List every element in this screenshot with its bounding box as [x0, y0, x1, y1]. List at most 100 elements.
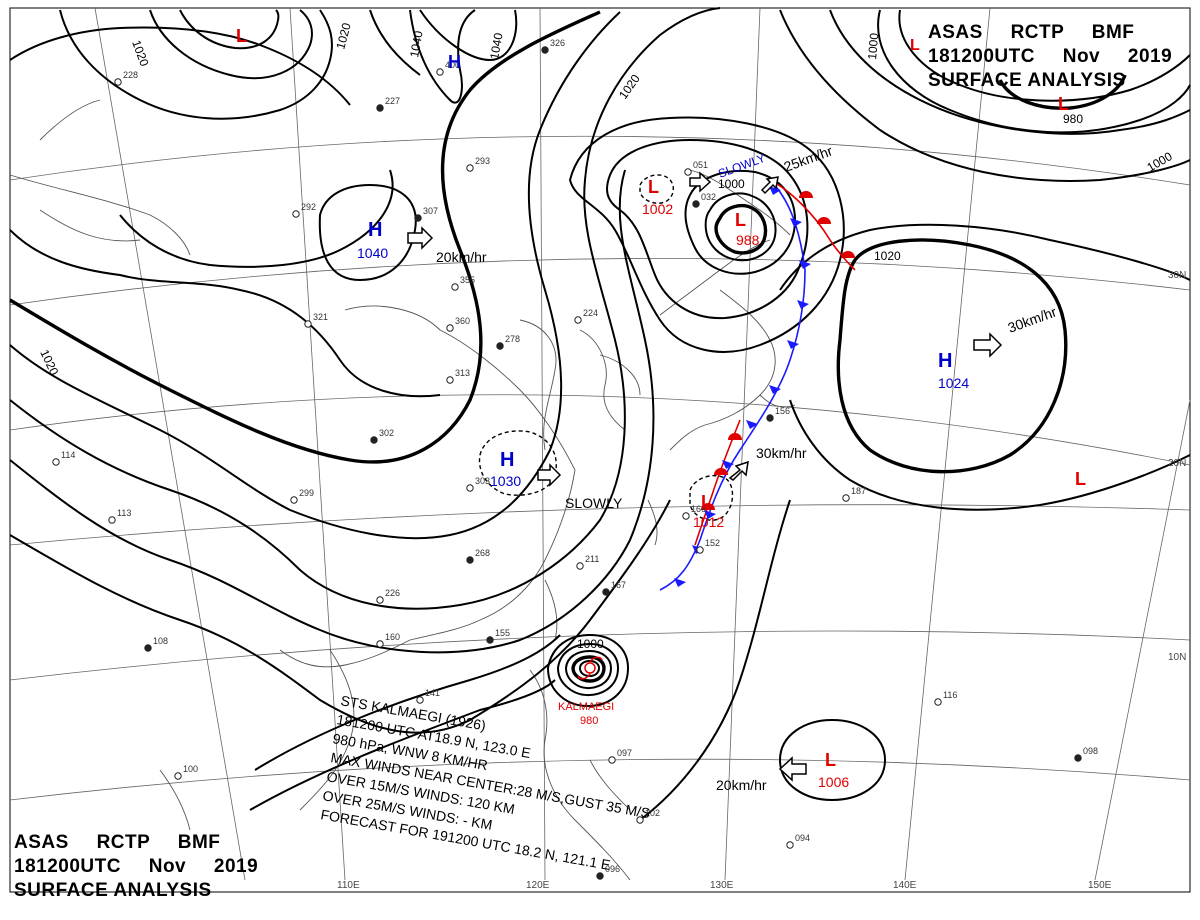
low-center-value: 1012 [693, 514, 724, 530]
station-label: 226 [385, 588, 400, 598]
station-marker-icon [486, 636, 494, 644]
station-marker-icon [52, 458, 60, 466]
station-label: 293 [475, 156, 490, 166]
station-marker-icon [174, 772, 182, 780]
header-bottom-left: ASAS RCTP BMF 181200UTC Nov 2019 SURFACE… [14, 832, 258, 901]
station-marker-icon [692, 200, 700, 208]
cold-front-line [659, 179, 806, 591]
station-label: 268 [475, 548, 490, 558]
station-label: 292 [301, 202, 316, 212]
warm-front-semicircle [817, 217, 831, 224]
station-label: 299 [299, 488, 314, 498]
map-frame [9, 7, 1191, 893]
station-marker-icon [574, 316, 582, 324]
cold-front-triangle [722, 460, 734, 469]
station-marker-icon [304, 320, 312, 328]
header-line: ASAS RCTP BMF [14, 832, 220, 853]
cold-front-triangle [799, 260, 811, 269]
header-line: 181200UTC Nov 2019 [14, 856, 258, 877]
motion-label: 30km/hr [756, 445, 807, 461]
station-label: 303 [475, 476, 490, 486]
cold-front-triangle [704, 510, 716, 519]
stationary-front-line [694, 419, 741, 546]
high-center-value: 1040 [357, 245, 388, 261]
header-line: 181200UTC Nov 2019 [928, 46, 1172, 67]
station-label: 116 [943, 690, 957, 700]
lon-label-130e: 130E [710, 880, 734, 891]
station-label: 160 [385, 632, 400, 642]
station-marker-icon [114, 78, 122, 86]
motion-arrow-icon [537, 463, 562, 487]
station-marker-icon [451, 283, 459, 291]
pressure-centers: H 1040 H 1030 H 1024 L 1002 L 988 L 1012… [236, 26, 1086, 790]
isobar-label: 1040 [487, 31, 505, 60]
typhoon-pressure: 980 [580, 715, 598, 727]
station-label: 187 [851, 486, 866, 496]
low-center-letter: L [236, 26, 247, 46]
lon-label-140e: 140E [893, 880, 917, 891]
station-label: 097 [617, 748, 632, 758]
station-marker-icon [496, 342, 504, 350]
station-marker-icon [596, 872, 604, 880]
high-center-value: 1024 [938, 375, 969, 391]
station-marker-icon [376, 596, 384, 604]
cold-front-triangle [769, 186, 781, 195]
warm-front-semicircle [701, 503, 715, 510]
coastlines [9, 99, 796, 881]
station-label: 302 [379, 428, 394, 438]
station-marker-icon [436, 68, 444, 76]
low-center-letter: L [910, 37, 920, 54]
low-center-value: 988 [736, 232, 760, 248]
low-center-value: 1006 [818, 774, 849, 790]
station-marker-icon [446, 376, 454, 384]
isobar-label: 1000 [865, 32, 881, 60]
station-label: 326 [550, 38, 565, 48]
low-center-letter: L [825, 750, 836, 770]
station-label: 400 [445, 60, 460, 70]
station-markers: 326 228 400 227 293 292 307 355 360 278 313 224 302 2… [52, 38, 1098, 880]
station-label: 102 [645, 808, 660, 818]
station-marker-icon [108, 516, 116, 524]
lat-label-20n: 20N [1168, 458, 1186, 469]
station-label: 141 [425, 688, 440, 698]
isobar-label: 1040 [407, 29, 425, 58]
isobars [9, 7, 1191, 821]
station-marker-icon [684, 168, 692, 176]
station-label: 211 [585, 554, 599, 564]
station-label: 114 [61, 450, 75, 460]
station-label: 156 [775, 406, 790, 416]
station-label: 051 [693, 160, 708, 170]
lat-label-10n: 10N [1168, 652, 1186, 663]
warm-front-bumps [701, 191, 855, 510]
station-label: 227 [385, 96, 400, 106]
cold-front-triangle [674, 578, 686, 587]
low-center-letter: L [701, 492, 712, 512]
station-marker-icon [466, 164, 474, 172]
low-center-letter: L [648, 177, 659, 197]
station-marker-icon [636, 816, 644, 824]
motion-arrows [407, 171, 1003, 782]
motion-label: SLOWLY [565, 495, 623, 511]
motion-arrow-icon [760, 176, 779, 195]
header-top-right: ASAS RCTP BMF 181200UTC Nov 2019 SURFACE… [928, 22, 1172, 91]
station-label: 355 [460, 275, 475, 285]
station-marker-icon [446, 324, 454, 332]
isobar-label: 1020 [37, 347, 61, 377]
station-marker-icon [786, 841, 794, 849]
header-line: SURFACE ANALYSIS [14, 880, 212, 901]
station-marker-icon [682, 512, 690, 520]
motion-arrow-icon [778, 756, 807, 782]
fronts [659, 179, 856, 591]
station-marker-icon [696, 546, 704, 554]
station-marker-icon [541, 46, 549, 54]
isobar-label: 980 [1063, 112, 1083, 126]
station-label: 100 [183, 764, 198, 774]
station-label: 096 [605, 864, 620, 874]
station-marker-icon [144, 644, 152, 652]
high-center-letter: H [938, 350, 952, 372]
station-label: 167 [611, 580, 626, 590]
high-center-letter: H [368, 219, 382, 241]
isobar-label: 1020 [333, 21, 354, 51]
cold-front-triangle [746, 420, 758, 429]
station-marker-icon [608, 756, 616, 764]
